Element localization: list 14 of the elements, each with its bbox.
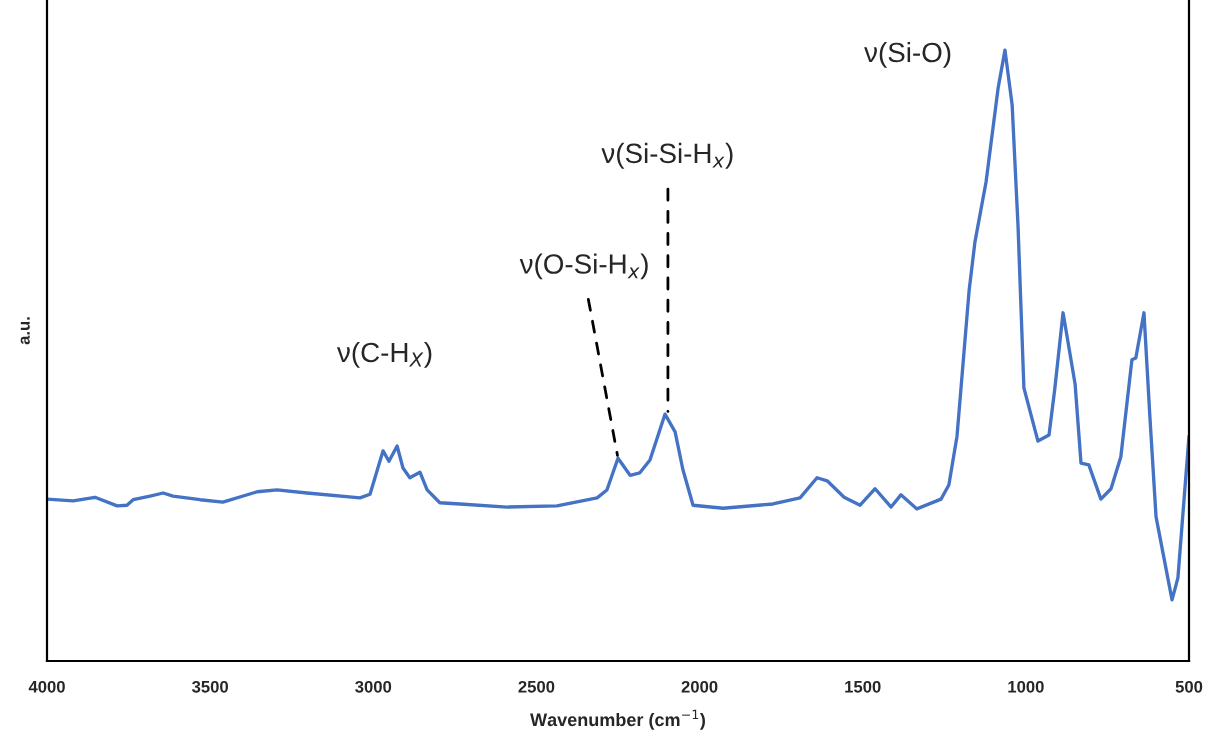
y-axis-title: a.u. — [20, 317, 30, 345]
annotation: ν(Si-Si-H$_{x}$) — [601, 142, 733, 169]
annotation: ν(O-Si-H$_{x}$) — [519, 253, 648, 280]
annotation: ν(C-H$_{X}$) — [336, 341, 432, 368]
x-tick-label: 1500 — [845, 680, 881, 693]
x-axis-title: Wavenumber (cm$^{−1}$) — [530, 709, 705, 730]
x-tick-label: 500 — [1175, 680, 1203, 693]
x-tick-label: 1000 — [1008, 680, 1044, 693]
x-tick-label: 4000 — [28, 680, 65, 693]
x-tick-label: 2000 — [681, 680, 718, 693]
x-tick-label: 3500 — [191, 680, 228, 693]
x-tick-label: 3000 — [355, 680, 392, 693]
annotation: ν(Si-O) — [864, 41, 951, 68]
x-tick-label: 2500 — [518, 680, 555, 693]
